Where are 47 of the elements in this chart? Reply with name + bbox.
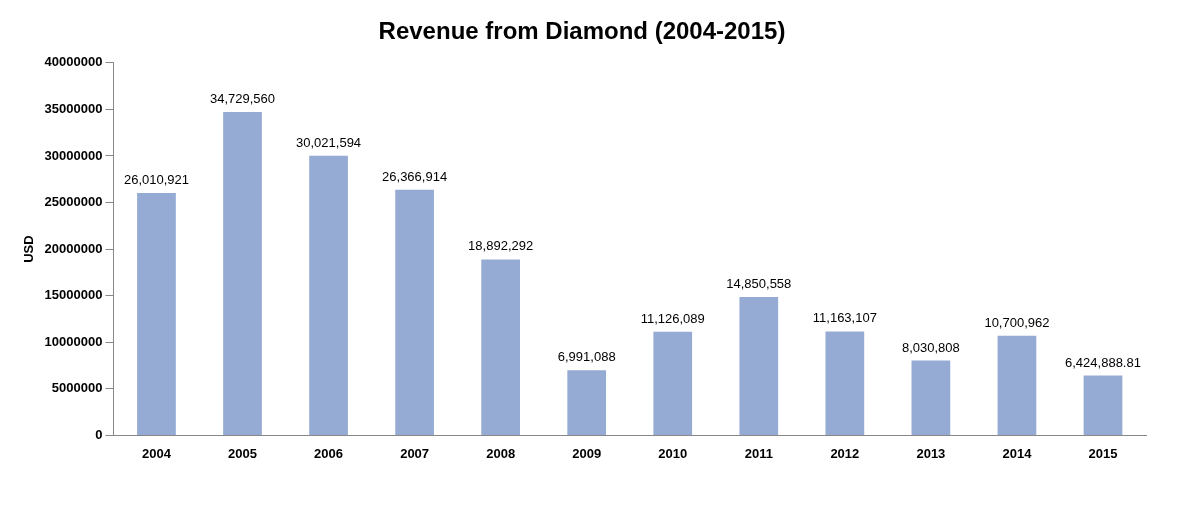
y-tick-label: 5000000 — [51, 380, 103, 396]
data-label: 30,021,594 — [296, 134, 362, 150]
y-tick-label: 10000000 — [44, 333, 103, 349]
bar — [223, 111, 262, 435]
data-label: 6,424,888.81 — [1065, 354, 1141, 370]
bar — [137, 193, 176, 435]
data-label: 26,010,921 — [123, 172, 189, 188]
x-tick-label: 2006 — [314, 445, 344, 461]
bar — [481, 259, 521, 435]
data-label: 18,892,292 — [468, 238, 534, 254]
y-tick-label: 0 — [95, 426, 103, 442]
data-label: 6,991,088 — [557, 349, 616, 365]
data-label: 11,126,089 — [640, 310, 705, 326]
data-label: 34,729,560 — [209, 90, 276, 106]
x-tick-label: 2011 — [744, 445, 773, 461]
chart-title: Revenue from Diamond (2004-2015) — [378, 17, 786, 45]
y-axis-title: USD — [21, 235, 37, 263]
bar — [309, 155, 348, 435]
bar — [825, 331, 865, 435]
x-tick-label: 2012 — [830, 445, 860, 461]
y-tick-label: 25000000 — [44, 194, 103, 210]
y-tick-label: 20000000 — [44, 240, 103, 256]
x-tick-label: 2014 — [1002, 445, 1033, 461]
x-tick-label: 2009 — [572, 445, 602, 461]
x-tick-label: 2007 — [400, 445, 430, 461]
y-tick-label: 30000000 — [44, 147, 103, 163]
y-tick-label: 15000000 — [44, 287, 103, 303]
bar — [911, 360, 951, 435]
bar — [739, 297, 779, 435]
data-label: 26,366,914 — [382, 168, 448, 184]
x-tick-label: 2008 — [486, 445, 516, 461]
bar — [1083, 375, 1123, 435]
bar — [395, 189, 434, 435]
data-label: 14,850,558 — [726, 276, 792, 292]
y-tick-label: 35000000 — [44, 100, 103, 116]
bar — [653, 331, 693, 435]
x-tick-label: 2004 — [142, 445, 172, 461]
x-tick-label: 2015 — [1088, 445, 1118, 461]
x-tick-label: 2013 — [916, 445, 946, 461]
bar — [567, 370, 607, 435]
x-tick-label: 2010 — [658, 445, 688, 461]
y-tick-label: 40000000 — [44, 54, 103, 70]
bar — [997, 335, 1037, 435]
data-label: 11,163,107 — [812, 310, 877, 326]
x-tick-label: 2005 — [228, 445, 257, 461]
data-label: 10,700,962 — [984, 314, 1050, 330]
data-label: 8,030,808 — [901, 339, 960, 355]
